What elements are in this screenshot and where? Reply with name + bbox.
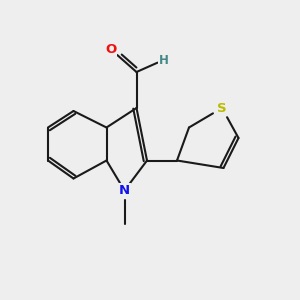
- Text: S: S: [217, 101, 227, 115]
- Text: N: N: [119, 184, 130, 197]
- Text: H: H: [159, 53, 168, 67]
- Text: O: O: [105, 43, 117, 56]
